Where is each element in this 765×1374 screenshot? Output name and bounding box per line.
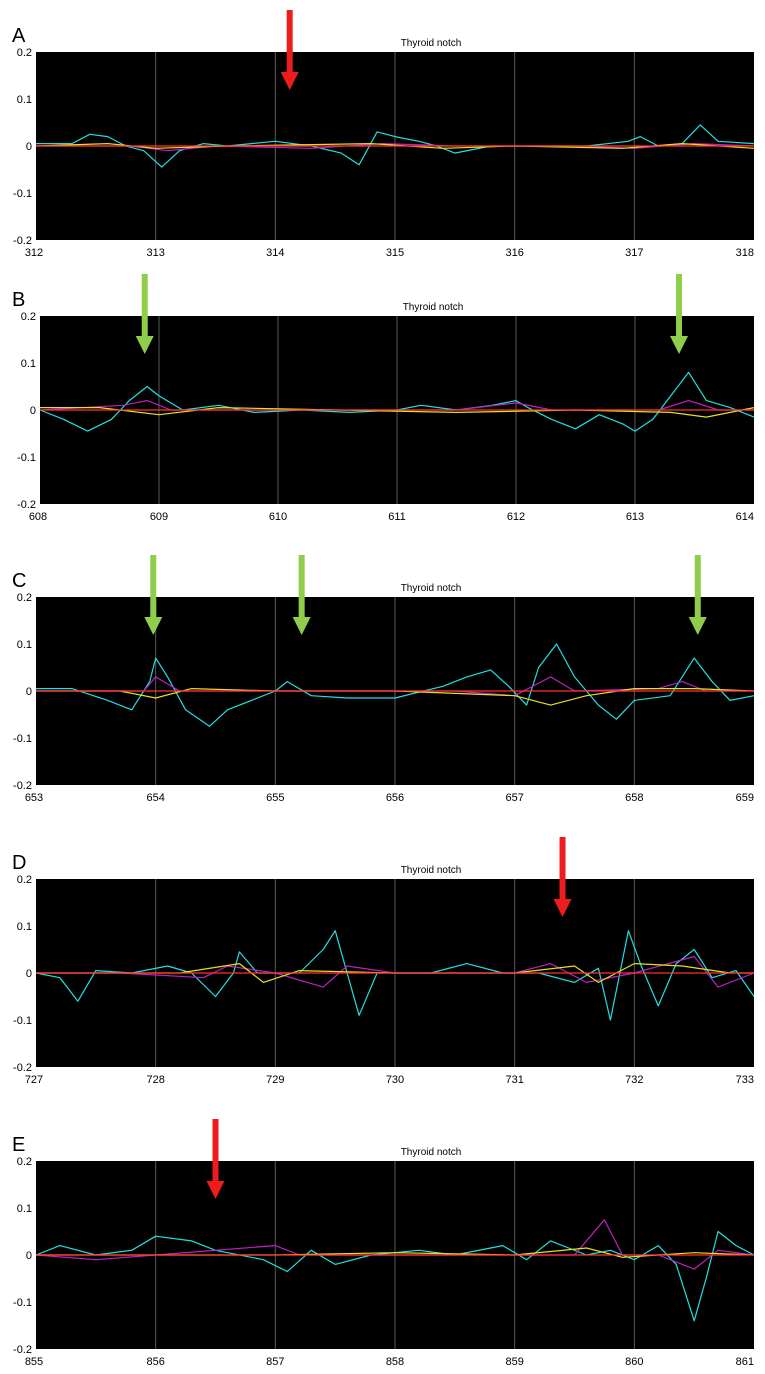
panel-e-xtick-label: 858 [386, 1356, 404, 1368]
panel-a-xtick-label: 314 [266, 247, 284, 259]
panel-b-label: B [12, 289, 25, 311]
panel-a-xtick-label: 317 [625, 247, 643, 259]
panel-a-ytick-label: 0.1 [17, 94, 32, 106]
panel-b-ytick-label: 0.2 [21, 311, 36, 323]
panel-e-ytick-label: -0.2 [13, 1344, 32, 1356]
panel-b-series-yellow [40, 407, 755, 418]
panel-a-series-cyan [36, 124, 755, 168]
panel-e-ytick-label: 0 [26, 1250, 32, 1262]
panel-d-xtick-label: 732 [625, 1074, 643, 1086]
panel-c-series-yellow [36, 687, 755, 706]
panel-c-title: Thyroid notch [401, 583, 462, 594]
panel-d-ytick-label: -0.2 [13, 1062, 32, 1074]
panel-b-ytick-label: -0.1 [17, 452, 36, 464]
panel-b-xtick-label: 608 [29, 511, 47, 523]
panel-e-ytick-label: -0.1 [13, 1297, 32, 1309]
panel-b-xtick-label: 611 [388, 511, 406, 523]
panel-a-xtick-label: 312 [25, 247, 43, 259]
panel-b-title: Thyroid notch [403, 302, 464, 313]
panel-c-xtick-label: 655 [266, 792, 284, 804]
panel-b-xtick-label: 610 [269, 511, 287, 523]
panel-a-ytick-label: -0.2 [13, 235, 32, 247]
panel-a-xtick-label: 315 [386, 247, 404, 259]
panel-b-xtick-label: 613 [626, 511, 644, 523]
panel-b-xtick-label: 609 [150, 511, 168, 523]
panel-c-xtick-label: 658 [625, 792, 643, 804]
panel-b-ytick-label: 0 [30, 405, 36, 417]
panel-c-xtick-label: 654 [146, 792, 164, 804]
panel-a-xtick-label: 313 [146, 247, 164, 259]
panel-c-label: C [12, 570, 26, 592]
panel-a-xtick-label: 316 [505, 247, 523, 259]
panel-d-xtick-label: 728 [146, 1074, 164, 1086]
panel-a-xtick-label: 318 [736, 247, 754, 259]
panel-c-ytick-label: 0 [26, 686, 32, 698]
panel-d-xtick-label: 729 [266, 1074, 284, 1086]
panel-c-xtick-label: 659 [736, 792, 754, 804]
panel-b-arrow-green [670, 274, 689, 354]
panel-e-title: Thyroid notch [401, 1147, 462, 1158]
panel-d-xtick-label: 730 [386, 1074, 404, 1086]
panel-d-ytick-label: 0 [26, 968, 32, 980]
panel-b-arrow-green [135, 274, 154, 354]
panel-a-series-magenta [36, 143, 755, 152]
panel-c-ytick-label: -0.1 [13, 733, 32, 745]
panel-d-arrow-red [553, 837, 572, 917]
panel-e-xtick-label: 861 [736, 1356, 754, 1368]
panel-c-arrow-green [688, 555, 707, 635]
panel-c-ytick-label: -0.2 [13, 780, 32, 792]
panel-b-ytick-label: 0.1 [21, 358, 36, 370]
panel-e-xtick-label: 856 [146, 1356, 164, 1368]
panel-d-xtick-label: 727 [25, 1074, 43, 1086]
panel-e-xtick-label: 855 [25, 1356, 43, 1368]
panel-c-ytick-label: 0.2 [17, 592, 32, 604]
panel-c-xtick-label: 653 [25, 792, 43, 804]
panel-a-ytick-label: 0 [26, 141, 32, 153]
panel-e-arrow-red [206, 1119, 225, 1199]
panel-a-arrow-red [280, 10, 299, 90]
panel-e-xtick-label: 860 [625, 1356, 643, 1368]
panel-c-ytick-label: 0.1 [17, 639, 32, 651]
panel-d-xtick-label: 731 [505, 1074, 523, 1086]
panel-b-ytick-label: -0.2 [17, 499, 36, 511]
panel-d-series-cyan [35, 930, 755, 1021]
panel-d-ytick-label: 0.1 [17, 921, 32, 933]
panel-e-ytick-label: 0.2 [17, 1156, 32, 1168]
panel-d-ytick-label: -0.1 [13, 1015, 32, 1027]
panel-a-ytick-label: -0.1 [13, 188, 32, 200]
panel-d-label: D [12, 852, 26, 874]
panel-a-ytick-label: 0.2 [17, 47, 32, 59]
panel-e-ytick-label: 0.1 [17, 1203, 32, 1215]
panel-e-xtick-label: 859 [505, 1356, 523, 1368]
panel-b-xtick-label: 612 [507, 511, 525, 523]
panel-e-xtick-label: 857 [266, 1356, 284, 1368]
panel-c-arrow-green [144, 555, 163, 635]
panel-d-title: Thyroid notch [401, 865, 462, 876]
panel-c-xtick-label: 657 [505, 792, 523, 804]
panel-b-xtick-label: 614 [736, 511, 754, 523]
panel-e-label: E [12, 1134, 25, 1156]
panel-b-series-magenta [39, 400, 754, 411]
panel-c-arrow-green [292, 555, 311, 635]
panel-d-xtick-label: 733 [736, 1074, 754, 1086]
panel-a-title: Thyroid notch [401, 38, 462, 49]
panel-c-xtick-label: 656 [386, 792, 404, 804]
panel-d-ytick-label: 0.2 [17, 874, 32, 886]
panel-a-label: A [12, 25, 26, 47]
